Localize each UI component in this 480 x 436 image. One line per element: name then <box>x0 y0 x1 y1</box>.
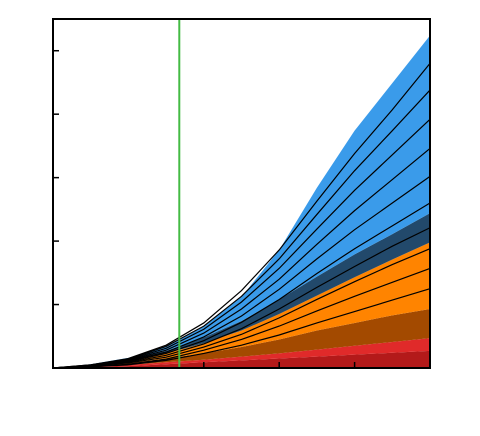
bands-layer <box>53 35 430 368</box>
ticks-layer <box>53 49 356 368</box>
series-line-8 <box>52 118 431 369</box>
area-band-2 <box>53 338 430 368</box>
series-line-5 <box>52 202 431 369</box>
series-line-10 <box>52 63 431 369</box>
series-line-2 <box>52 267 431 369</box>
area-band-1 <box>53 350 430 368</box>
area-band-4 <box>53 242 430 368</box>
plot-frame <box>52 18 431 369</box>
lines-layer <box>52 63 431 369</box>
area-band-3 <box>53 308 430 368</box>
